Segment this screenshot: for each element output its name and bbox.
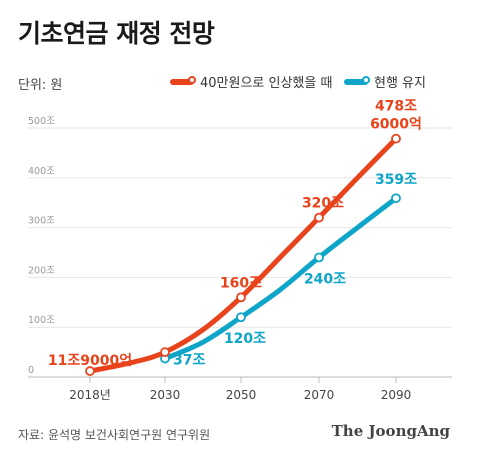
legend-item-current: 현행 유지 — [344, 72, 426, 91]
x-tick-label: 2030 — [150, 388, 181, 402]
data-label-line: 359조 — [375, 172, 417, 188]
data-point-marker — [391, 133, 401, 144]
legend-label: 현행 유지 — [374, 76, 426, 91]
data-label-line: 240조 — [304, 271, 346, 287]
data-label: 11조9000억 — [48, 353, 132, 369]
x-tick-label: 2070 — [304, 388, 335, 402]
y-tick-label: 0 — [28, 365, 34, 376]
data-label-line: 120조 — [224, 331, 266, 347]
data-label-line: 37조 — [173, 353, 205, 369]
data-label: 320조 — [302, 196, 344, 212]
y-tick-label: 100조 — [28, 315, 55, 326]
data-label: 160조 — [220, 275, 262, 291]
data-label: 478조 6000억 — [370, 99, 422, 133]
legend-swatch-icon — [170, 75, 196, 85]
data-point-marker — [314, 212, 324, 223]
source-note: 자료: 윤석명 보건사회연구원 연구위원 — [18, 428, 211, 442]
data-point-marker — [314, 252, 324, 263]
data-label-line: 6000억 — [370, 117, 422, 133]
unit-label: 단위: 원 — [18, 78, 63, 93]
data-point-marker — [236, 292, 246, 303]
legend-label: 40만원으로 인상했을 때 — [200, 76, 333, 91]
data-label: 359조 — [375, 172, 417, 188]
legend-item-raise-40man: 40만원으로 인상했을 때 — [170, 72, 332, 91]
data-label-line: 478조 — [375, 99, 417, 115]
chart-title: 기초연금 재정 전망 — [18, 19, 215, 48]
data-label: 120조 — [224, 331, 266, 347]
y-tick-label: 500조 — [28, 116, 55, 127]
data-point-marker — [236, 312, 246, 323]
publisher-logo: The JoongAng — [331, 422, 450, 440]
legend-swatch-icon — [344, 75, 370, 85]
data-label-line: 320조 — [302, 196, 344, 212]
data-point-marker — [160, 347, 170, 358]
data-label-line: 11조9000억 — [48, 353, 132, 369]
x-tick-label: 2050 — [226, 388, 257, 402]
y-tick-label: 400조 — [28, 166, 55, 177]
x-tick-label: 2018년 — [69, 388, 111, 402]
data-label-line: 160조 — [220, 275, 262, 291]
data-point-marker — [85, 366, 95, 376]
x-tick-label: 2090 — [381, 388, 412, 402]
data-point-marker — [391, 193, 401, 204]
y-tick-label: 300조 — [28, 216, 55, 227]
data-label: 240조 — [304, 271, 346, 287]
data-label: 37조 — [173, 353, 205, 369]
y-tick-label: 200조 — [28, 265, 55, 276]
series-line-current — [162, 195, 399, 362]
